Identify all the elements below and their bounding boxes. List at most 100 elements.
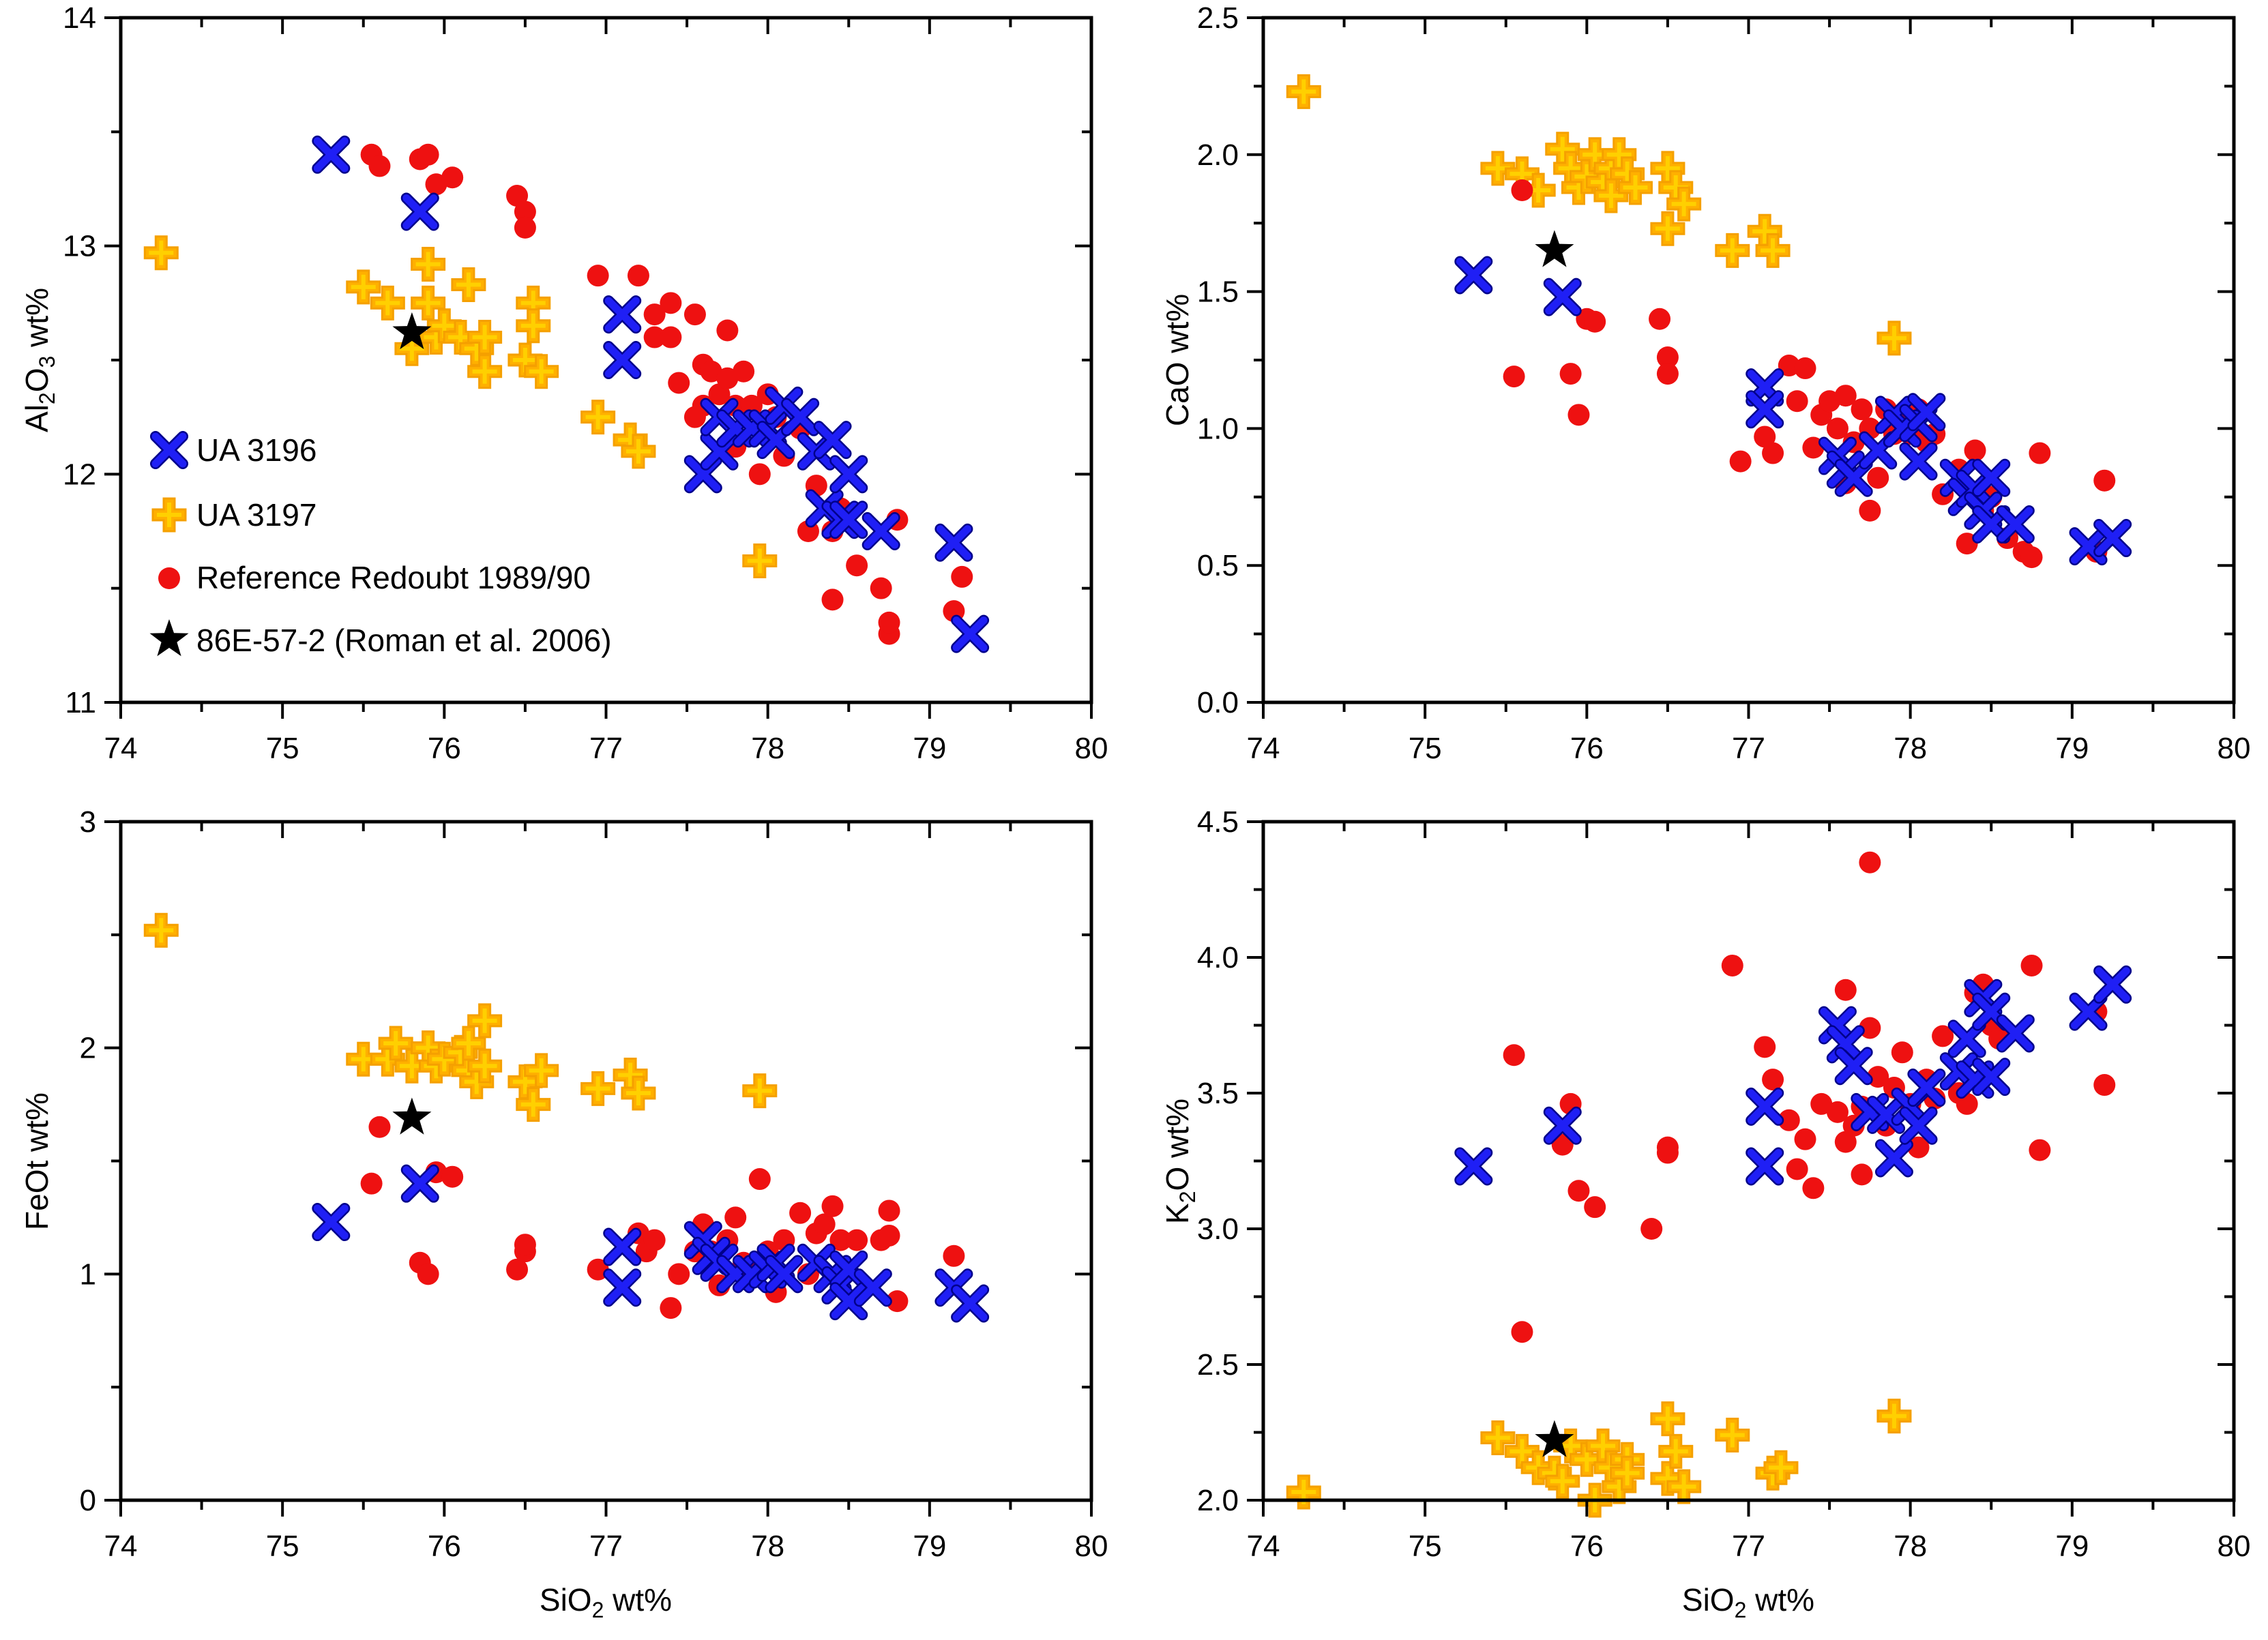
feot-x-axis-title: SiO2 wt% <box>540 1582 672 1622</box>
point-reference-redoubt-1989-90 <box>1511 179 1533 202</box>
legend-symbol-ua-3196 <box>150 431 188 469</box>
point-reference-redoubt-1989-90 <box>1721 954 1743 976</box>
series-ua-3196 <box>312 135 990 653</box>
point-reference-redoubt-1989-90 <box>733 360 755 383</box>
y-tick-label: 0.5 <box>1197 549 1239 582</box>
point-ua-3196 <box>1907 1069 1946 1107</box>
point-ua-3196 <box>951 1284 990 1323</box>
point-ua-3197 <box>143 235 179 271</box>
point-ua-3196 <box>1834 1047 1873 1086</box>
point-ua-3197 <box>516 1087 551 1122</box>
point-ua-3196 <box>1746 1147 1784 1186</box>
point-reference-redoubt-1989-90 <box>716 319 739 342</box>
point-reference-redoubt-1989-90 <box>1826 1101 1849 1123</box>
point-reference-redoubt-1989-90 <box>660 292 682 314</box>
point-reference-redoubt-1989-90 <box>2020 546 2043 569</box>
x-tick-label: 78 <box>1894 1530 1927 1563</box>
legend-marker-reference-redoubt-1989-90 <box>158 567 180 589</box>
point-reference-redoubt-1989-90 <box>813 1213 836 1236</box>
point-ua-3196 <box>1454 1147 1493 1186</box>
point-reference-redoubt-1989-90 <box>1834 979 1857 1001</box>
point-ua-3196 <box>1972 458 2011 497</box>
point-ua-3197 <box>516 308 551 344</box>
k2o-x-axis-title: SiO2 wt% <box>1682 1582 1814 1622</box>
point-ua-3197 <box>1763 1450 1799 1485</box>
point-reference-redoubt-1989-90 <box>789 1202 812 1224</box>
cao-ticks: 74 75 76 77 78 79 80 0.0 0.5 1.0 1.5 2.0 2.5 <box>1197 1 2251 765</box>
k2o-marks <box>1286 851 2132 1518</box>
cao-panel: 74 75 76 77 78 79 80 0.0 0.5 1.0 1.5 2.0 2.5 CaO wt% <box>1160 1 2250 765</box>
k2o-axis-title: K2O wt% <box>1160 1099 1200 1224</box>
y-tick-label: 14 <box>63 1 96 35</box>
y-tick-label: 3.0 <box>1197 1212 1239 1246</box>
point-reference-redoubt-1989-90 <box>1503 366 1525 388</box>
point-ua-3196 <box>765 1255 804 1294</box>
point-reference-redoubt-1989-90 <box>1584 310 1606 333</box>
point-reference-redoubt-1989-90 <box>660 326 682 348</box>
series-ua-3197 <box>143 912 778 1122</box>
point-ua-3196 <box>603 1268 642 1307</box>
y-tick-label: 3 <box>80 805 96 839</box>
point-reference-redoubt-1989-90 <box>1778 1109 1800 1131</box>
point-reference-redoubt-1989-90 <box>643 1229 666 1251</box>
y-tick-label: 4.0 <box>1197 941 1239 974</box>
point-ua-3196 <box>603 1227 642 1266</box>
point-reference-redoubt-1989-90 <box>1859 499 1881 522</box>
point-reference-redoubt-1989-90 <box>878 1199 900 1222</box>
point-ua-3196 <box>312 1203 351 1242</box>
point-ua-3196 <box>1996 1014 2035 1053</box>
point-reference-redoubt-1989-90 <box>1859 851 1881 874</box>
legend-symbol-ua-3197 <box>151 497 187 533</box>
y-tick-label: 11 <box>65 686 96 719</box>
point-reference-redoubt-1989-90 <box>724 1206 747 1229</box>
x-tick-label: 78 <box>1894 732 1927 765</box>
point-reference-redoubt-1989-90 <box>368 1116 391 1138</box>
point-ua-3196 <box>829 455 868 494</box>
point-reference-redoubt-1989-90 <box>1656 1142 1679 1164</box>
point-reference-redoubt-1989-90 <box>1826 417 1849 440</box>
point-ua-3197 <box>467 354 503 389</box>
point-86e-57-2-roman-et-al-2006 <box>1535 230 1574 267</box>
y-tick-label: 4.5 <box>1197 805 1239 839</box>
legend-symbol-86e-57-2 <box>149 619 189 657</box>
point-reference-redoubt-1989-90 <box>1867 1066 1889 1088</box>
point-ua-3197 <box>1480 151 1516 186</box>
y-tick-label: 3.5 <box>1197 1077 1239 1110</box>
y-tick-label: 2.5 <box>1197 1 1239 35</box>
point-reference-redoubt-1989-90 <box>514 200 536 223</box>
point-reference-redoubt-1989-90 <box>1551 1133 1574 1156</box>
series-ua-3196 <box>312 1164 990 1323</box>
point-reference-redoubt-1989-90 <box>2020 954 2043 976</box>
point-reference-redoubt-1989-90 <box>1503 1044 1525 1067</box>
point-reference-redoubt-1989-90 <box>643 303 666 326</box>
point-ua-3196 <box>1746 1087 1784 1126</box>
x-tick-label: 79 <box>913 1530 946 1563</box>
point-ua-3196 <box>2093 519 2132 558</box>
point-reference-redoubt-1989-90 <box>1834 385 1857 407</box>
point-ua-3196 <box>1899 442 1938 481</box>
point-reference-redoubt-1989-90 <box>587 265 609 287</box>
point-ua-3197 <box>580 400 616 435</box>
x-tick-label: 80 <box>1075 732 1108 765</box>
point-reference-redoubt-1989-90 <box>2093 469 2116 492</box>
point-ua-3197 <box>621 1075 656 1111</box>
point-ua-3196 <box>1907 393 1946 432</box>
point-reference-redoubt-1989-90 <box>943 1244 965 1267</box>
al2o3-panel: 74 75 76 77 78 79 80 11 12 13 14 Al2O3 wt% UA 3196… <box>19 1 1108 765</box>
point-reference-redoubt-1989-90 <box>1754 426 1776 448</box>
y-tick-label: 2.5 <box>1197 1348 1239 1382</box>
legend-marker-86e-57-2-roman-et-al-2006 <box>149 619 189 657</box>
legend-label-ua-3196: UA 3196 <box>196 432 316 468</box>
point-ua-3196 <box>2093 965 2132 1004</box>
point-reference-redoubt-1989-90 <box>878 611 900 633</box>
point-reference-redoubt-1989-90 <box>660 1297 682 1320</box>
point-ua-3197 <box>621 434 656 469</box>
point-ua-3197 <box>1545 1463 1580 1499</box>
point-reference-redoubt-1989-90 <box>1859 1017 1881 1039</box>
feot-plot-frame <box>119 820 1093 1502</box>
point-ua-3197 <box>370 285 405 320</box>
point-reference-redoubt-1989-90 <box>368 155 391 177</box>
y-tick-label: 2 <box>80 1032 96 1065</box>
point-reference-redoubt-1989-90 <box>441 1165 464 1188</box>
point-ua-3197 <box>1666 1469 1702 1504</box>
